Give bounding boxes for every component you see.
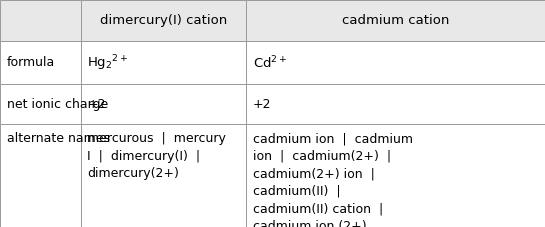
Bar xyxy=(246,0,545,41)
Text: dimercury(I) cation: dimercury(I) cation xyxy=(100,14,227,27)
Bar xyxy=(81,41,246,84)
Text: net ionic charge: net ionic charge xyxy=(7,98,108,111)
Bar xyxy=(81,124,246,227)
Text: alternate names: alternate names xyxy=(7,132,110,145)
Bar xyxy=(81,84,246,124)
Text: mercurous  |  mercury
I  |  dimercury(I)  |
dimercury(2+): mercurous | mercury I | dimercury(I) | d… xyxy=(87,132,226,180)
Text: +2: +2 xyxy=(87,98,106,111)
Text: cadmium cation: cadmium cation xyxy=(342,14,450,27)
Bar xyxy=(0,41,81,84)
Bar xyxy=(246,84,545,124)
Bar xyxy=(246,41,545,84)
Bar xyxy=(0,124,81,227)
Text: Hg$_2$$^{2+}$: Hg$_2$$^{2+}$ xyxy=(87,53,129,73)
Bar xyxy=(246,124,545,227)
Text: formula: formula xyxy=(7,56,55,69)
Bar xyxy=(0,84,81,124)
Bar xyxy=(81,0,246,41)
Text: Cd$^{2+}$: Cd$^{2+}$ xyxy=(253,54,287,71)
Text: cadmium ion  |  cadmium
ion  |  cadmium(2+)  |
cadmium(2+) ion  |
cadmium(II)  |: cadmium ion | cadmium ion | cadmium(2+) … xyxy=(253,132,413,227)
Text: +2: +2 xyxy=(253,98,271,111)
Bar xyxy=(0,0,81,41)
